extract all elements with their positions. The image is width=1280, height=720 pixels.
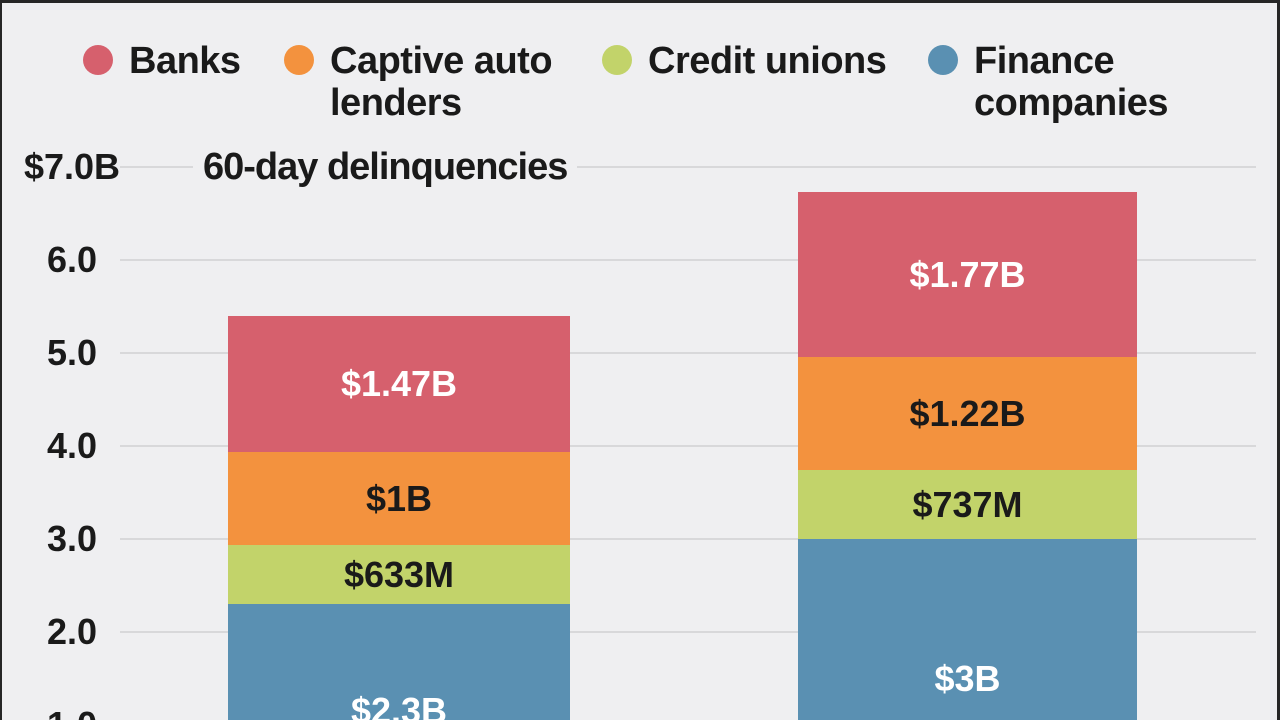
frame-border-left bbox=[0, 0, 2, 720]
y-tick-label: 5.0 bbox=[46, 332, 98, 373]
chart-title: 60-day delinquencies bbox=[193, 141, 578, 193]
bar-segment-label: $737M bbox=[912, 483, 1023, 525]
legend-dot-icon bbox=[602, 45, 632, 75]
bar-segment: $633M bbox=[228, 545, 570, 605]
y-tick-label: 2.0 bbox=[46, 611, 98, 652]
frame-border-right bbox=[1277, 0, 1280, 720]
y-gridline bbox=[120, 166, 1256, 168]
bar-segment-label: $1.77B bbox=[909, 253, 1026, 295]
legend-item-label: Credit unions bbox=[648, 40, 887, 82]
y-tick-label: 3.0 bbox=[46, 518, 98, 559]
legend-dot-icon bbox=[284, 45, 314, 75]
frame-border-top bbox=[0, 0, 1280, 3]
legend-item: Finance companies bbox=[928, 40, 1236, 124]
y-tick-label: 1.0 bbox=[0, 703, 144, 720]
legend-dot-icon bbox=[83, 45, 113, 75]
y-tick-label: 6.0 bbox=[46, 239, 98, 280]
bar-segment: $1.22B bbox=[798, 356, 1137, 471]
legend-item-label: Captive auto lenders bbox=[330, 40, 553, 124]
y-gridline bbox=[120, 445, 1256, 447]
bar-segment: $737M bbox=[798, 470, 1137, 539]
legend-item: Captive auto lenders bbox=[284, 40, 582, 124]
legend-item: Banks bbox=[83, 40, 319, 82]
y-tick-label: $7.0B bbox=[23, 146, 121, 187]
legend-dot-icon bbox=[928, 45, 958, 75]
bar-segment-label: $1.47B bbox=[340, 362, 458, 404]
bar-segment-label: $2.3B bbox=[350, 690, 448, 720]
bar-segment: $1B bbox=[228, 452, 570, 546]
bar-segment: $1.77B bbox=[798, 192, 1137, 357]
y-gridline bbox=[120, 631, 1256, 633]
y-gridline bbox=[120, 538, 1256, 540]
legend-item: Credit unions bbox=[602, 40, 968, 82]
y-gridline bbox=[120, 352, 1256, 354]
bar-segment: $3B bbox=[798, 539, 1137, 720]
bar-segment-label: $1B bbox=[365, 477, 433, 519]
y-gridline bbox=[120, 259, 1256, 261]
legend-item-label: Banks bbox=[129, 40, 241, 82]
legend-item-label: Finance companies bbox=[974, 40, 1169, 124]
bar-segment: $1.47B bbox=[228, 315, 570, 453]
bar-segment-label: $1.22B bbox=[909, 392, 1026, 434]
bar-segment-label: $633M bbox=[343, 553, 455, 595]
bar-segment: $2.3B bbox=[228, 604, 570, 720]
bar-segment-label: $3B bbox=[934, 657, 1001, 699]
y-tick-label: 4.0 bbox=[46, 425, 98, 466]
